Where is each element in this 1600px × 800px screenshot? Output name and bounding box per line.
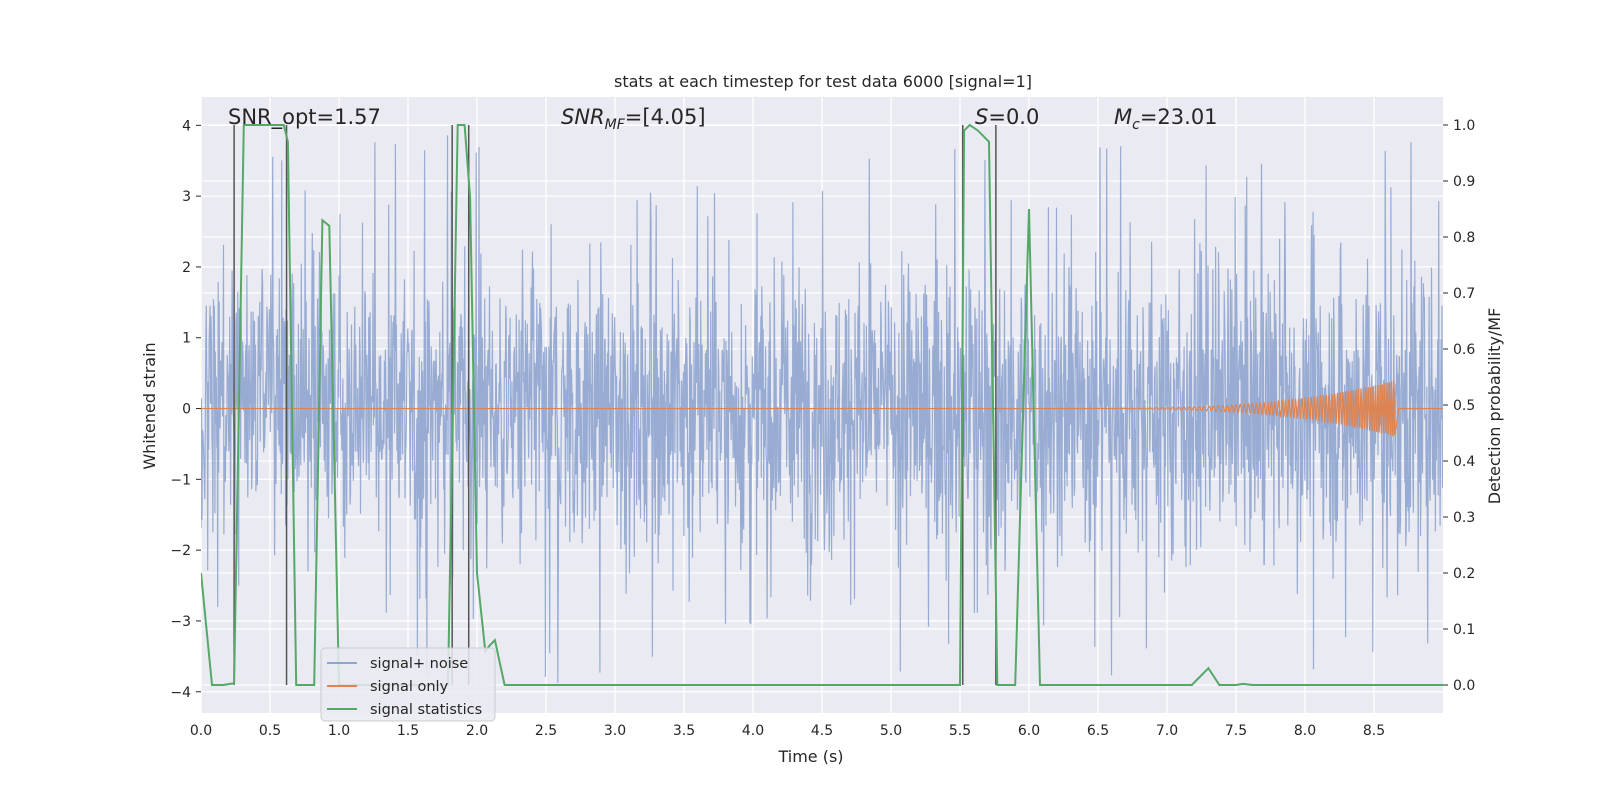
annotation-s-value: =0.0 [988,105,1039,129]
x-tick-label: 7.5 [1225,723,1247,739]
annotation-snr-opt: SNR_opt=1.57 [228,105,381,130]
y-right-tick-label: 0.2 [1453,566,1475,582]
x-tick-label: 1.0 [328,723,350,739]
x-tick-label: 0.0 [190,723,212,739]
x-tick-label: 4.5 [811,723,833,739]
x-tick-label: 1.5 [397,723,419,739]
y-left-tick-label: −2 [170,543,191,559]
y-left-tick-label: 2 [182,260,191,276]
y-left-tick-label: 0 [182,402,191,418]
annotation-snr-mf: SNRMF=[4.05] [561,105,706,133]
y-right-tick-label: 0.3 [1453,510,1475,526]
series-signal-only [201,380,1443,437]
x-tick-label: 5.0 [880,723,902,739]
x-tick-label: 0.5 [259,723,281,739]
y-left-tick-label: −1 [170,472,191,488]
y-left-tick-label: 4 [182,118,191,134]
y-left-tick-label: 3 [182,189,191,205]
annotation-snr-mf-base: SNR [561,105,605,129]
x-tick-label: 3.5 [673,723,695,739]
y-right-tick-label: 0.4 [1453,454,1475,470]
y-right-axis-label: Detection probability/MF [1485,308,1504,505]
y-right-tick-label: 0.0 [1453,678,1475,694]
annotation-s-base: S [975,105,988,129]
y-left-tick-label: 1 [182,331,191,347]
x-tick-label: 4.0 [742,723,764,739]
legend-label-signal: signal only [370,679,449,695]
y-right-tick-labels: 0.0 0.1 0.2 0.3 0.4 0.5 0.6 0.7 0.8 0.9 1.0 [1443,118,1475,694]
y-right-tick-label: 1.0 [1453,118,1475,134]
x-tick-label: 5.5 [949,723,971,739]
y-left-axis-label: Whitened strain [140,342,159,469]
x-tick-label: 6.0 [1018,723,1040,739]
x-tick-label: 3.0 [604,723,626,739]
x-tick-label: 2.5 [535,723,557,739]
annotation-mc: Mc=23.01 [1114,105,1218,133]
legend-box [320,647,496,722]
plot-clip-group [201,123,1443,686]
y-right-tick-label: 0.9 [1453,174,1475,190]
legend-label-noise: signal+ noise [370,656,468,672]
series-signal-statistics [201,123,1443,686]
annotation-mc-base: M [1114,105,1132,129]
x-tick-label: 8.5 [1363,723,1385,739]
series-signal-noise [201,135,1443,683]
annotation-mc-value: =23.01 [1140,105,1218,129]
x-axis-label: Time (s) [777,747,843,766]
x-tick-label: 7.0 [1156,723,1178,739]
x-tick-label: 8.0 [1294,723,1316,739]
y-left-tick-label: −4 [170,685,191,701]
legend-label-stats: signal statistics [370,702,482,718]
annotation-snr-mf-sub: MF [605,117,626,133]
annotation-s: S=0.0 [975,105,1039,129]
plot-marks [201,123,1443,686]
y-right-tick-label: 0.8 [1453,230,1475,246]
annotation-mc-sub: c [1132,117,1140,133]
chart-title: stats at each timestep for test data 600… [614,72,1032,91]
y-right-tick-label: 0.7 [1453,286,1475,302]
y-right-tick-label: 0.6 [1453,342,1475,358]
y-right-tick-label: 0.5 [1453,398,1475,414]
x-tick-label: 2.0 [466,723,488,739]
y-left-tick-labels: −4 −3 −2 −1 0 1 2 3 4 [170,118,201,701]
x-tick-label: 6.5 [1087,723,1109,739]
legend: signal+ noise signal only signal statist… [320,647,496,722]
y-left-tick-label: −3 [170,614,191,630]
x-tick-labels: 0.0 0.5 1.0 1.5 2.0 2.5 3.0 3.5 4.0 4.5 5.0 5.5 6.0 6… [190,723,1385,739]
y-right-tick-label: 0.1 [1453,622,1475,638]
annotation-snr-mf-value: =[4.05] [625,105,706,129]
